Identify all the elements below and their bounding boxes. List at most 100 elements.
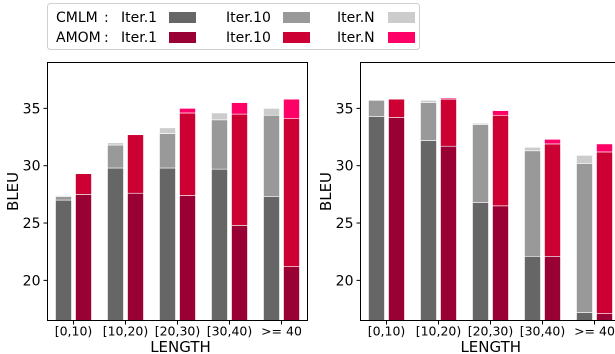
bar-cmlm-iterN	[263, 108, 280, 116]
legend-item-label: Iter.1	[121, 10, 157, 26]
bar-amom-iter10	[388, 98, 405, 118]
bar-cmlm-iter1	[263, 196, 280, 321]
bar-cmlm-iter10	[524, 150, 541, 257]
legend-swatch	[283, 32, 310, 43]
legend-swatch	[283, 12, 310, 23]
legend-separator: :	[104, 30, 109, 46]
y-tick-label: 35	[336, 101, 354, 117]
bar-cmlm-iterN	[524, 147, 541, 152]
bar-cmlm-iter10	[472, 124, 489, 203]
x-axis-label: LENGTH	[150, 338, 211, 354]
x-tick-label: [30,40)	[520, 324, 566, 339]
bar-amom-iterN	[596, 143, 613, 153]
y-tick-label: 30	[336, 159, 354, 175]
legend-swatch	[169, 12, 196, 23]
y-tick-label: 20	[23, 273, 41, 289]
x-tick-label: [10,20)	[103, 324, 149, 339]
legend-swatch	[169, 32, 196, 43]
y-tick-label: 30	[23, 159, 41, 175]
x-axis-label: LENGTH	[460, 338, 521, 354]
bar-amom-iter10	[127, 134, 144, 194]
bar-amom-iterN	[231, 102, 248, 115]
bar-amom-iterN	[179, 108, 196, 114]
x-tick-label: [0,10)	[368, 324, 406, 339]
y-tick-label: 25	[336, 216, 354, 232]
chart-panel-2: [0,10) [10,20) [20,30) [30,40) >= 40 20 25 30 35…	[317, 62, 615, 354]
legend-item-label: Iter.1	[121, 30, 157, 46]
legend: CMLM: Iter.1 Iter.10 Iter.N AMOM: Iter.1 Iter.…	[47, 3, 420, 50]
bar-cmlm-iter1	[159, 167, 176, 321]
bar-amom-iter1	[179, 195, 196, 321]
bar-cmlm-iter1	[55, 199, 72, 321]
legend-swatch	[388, 32, 415, 43]
legend-item-label: Iter.10	[226, 30, 271, 46]
bar-cmlm-iter10	[420, 102, 437, 141]
bar-cmlm-iter1	[420, 140, 437, 321]
legend-item-label: Iter.N	[337, 30, 375, 46]
bar-cmlm-iter10	[368, 100, 385, 117]
bar-cmlm-iter10	[263, 114, 280, 197]
y-axis-label: BLEU	[4, 172, 22, 211]
bar-cmlm-iter1	[107, 167, 124, 321]
x-tick-label: [0,10)	[55, 324, 93, 339]
legend-frame	[47, 3, 420, 50]
x-tick-label: [20,30)	[468, 324, 514, 339]
y-axis-label: BLEU	[317, 172, 335, 211]
bar-amom-iterN	[544, 139, 561, 145]
y-tick-label: 25	[23, 216, 41, 232]
bar-amom-iterN	[440, 97, 457, 100]
legend-separator: :	[104, 10, 109, 26]
bar-cmlm-iter1	[576, 312, 593, 321]
bar-cmlm-iter10	[107, 144, 124, 169]
bar-amom-iterN	[283, 98, 300, 119]
bar-cmlm-iter10	[55, 196, 72, 201]
legend-model-label: CMLM	[56, 10, 98, 26]
bar-amom-iter10	[492, 114, 509, 207]
bar-cmlm-iter10	[211, 119, 228, 170]
bar-cmlm-iter10	[159, 133, 176, 169]
legend-swatch	[388, 12, 415, 23]
bar-amom-iter10	[231, 113, 248, 226]
bar-amom-iter1	[388, 117, 405, 321]
bar-amom-iter10	[283, 118, 300, 267]
legend-item-label: Iter.N	[337, 10, 375, 26]
bar-cmlm-iterN	[472, 122, 489, 125]
x-tick-label: >= 40	[574, 324, 615, 339]
bar-amom-iter1	[596, 313, 613, 321]
bar-amom-iter1	[544, 255, 561, 321]
legend-model-label: AMOM	[56, 30, 101, 46]
bar-amom-iter10	[544, 143, 561, 257]
y-tick-label: 20	[336, 273, 354, 289]
bar-cmlm-iterN	[107, 142, 124, 146]
bar-cmlm-iterN	[55, 195, 72, 197]
bar-amom-iter1	[127, 192, 144, 321]
bar-cmlm-iter10	[576, 163, 593, 313]
bar-cmlm-iterN	[420, 100, 437, 103]
bar-amom-iter1	[75, 194, 92, 321]
bar-cmlm-iter1	[472, 202, 489, 321]
bar-amom-iter1	[492, 205, 509, 321]
x-tick-label: >= 40	[261, 324, 302, 339]
bar-cmlm-iter1	[524, 255, 541, 321]
plot-frame	[360, 62, 615, 321]
bar-amom-iter10	[440, 98, 457, 147]
plot-frame	[47, 62, 308, 321]
bar-amom-iter10	[179, 112, 196, 196]
bar-amom-iter1	[440, 145, 457, 321]
bar-amom-iter10	[596, 151, 613, 314]
bar-amom-iter10	[75, 173, 92, 195]
bar-amom-iter1	[283, 266, 300, 321]
bar-cmlm-iter1	[368, 116, 385, 321]
bar-cmlm-iterN	[211, 112, 228, 121]
bar-amom-iter1	[231, 225, 248, 321]
bar-cmlm-iter1	[211, 168, 228, 321]
y-tick-label: 35	[23, 101, 41, 117]
chart-panel-1: [0,10) [10,20) [20,30) [30,40) >= 40 20 25 30 35…	[4, 62, 308, 354]
legend-item-label: Iter.10	[226, 10, 271, 26]
x-tick-label: [20,30)	[155, 324, 201, 339]
bar-cmlm-iterN	[159, 127, 176, 134]
x-tick-label: [30,40)	[207, 324, 253, 339]
x-tick-label: [10,20)	[416, 324, 462, 339]
bar-cmlm-iterN	[576, 155, 593, 164]
